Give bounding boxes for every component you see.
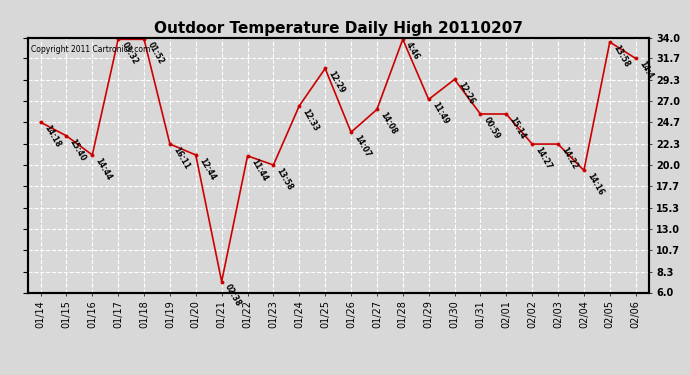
Text: 14:18: 14:18 <box>42 124 62 149</box>
Text: 16:11: 16:11 <box>171 146 191 171</box>
Text: 15:40: 15:40 <box>68 137 88 162</box>
Text: 12:29: 12:29 <box>326 70 346 95</box>
Text: 14:16: 14:16 <box>585 172 605 197</box>
Text: 03:32: 03:32 <box>119 41 139 66</box>
Text: 14:44: 14:44 <box>94 156 114 182</box>
Text: 12:44: 12:44 <box>197 156 217 182</box>
Title: Outdoor Temperature Daily High 20110207: Outdoor Temperature Daily High 20110207 <box>154 21 522 36</box>
Text: 11:44: 11:44 <box>249 157 269 183</box>
Text: 14:22: 14:22 <box>560 146 580 171</box>
Text: 14:4: 14:4 <box>637 60 654 81</box>
Text: 12:26: 12:26 <box>456 81 476 106</box>
Text: 14:07: 14:07 <box>353 134 373 159</box>
Text: 14:08: 14:08 <box>378 111 398 136</box>
Text: 15:14: 15:14 <box>508 116 527 141</box>
Text: 14:27: 14:27 <box>533 146 553 171</box>
Text: Copyright 2011 Cartronics.com: Copyright 2011 Cartronics.com <box>31 45 150 54</box>
Text: 02:38: 02:38 <box>223 283 243 309</box>
Text: 13:58: 13:58 <box>611 44 631 69</box>
Text: 01:52: 01:52 <box>146 41 165 66</box>
Text: 12:33: 12:33 <box>301 107 321 133</box>
Text: 13:58: 13:58 <box>275 166 295 192</box>
Text: 00:59: 00:59 <box>482 116 502 141</box>
Text: 11:49: 11:49 <box>430 101 450 126</box>
Text: 4:46: 4:46 <box>404 41 422 62</box>
